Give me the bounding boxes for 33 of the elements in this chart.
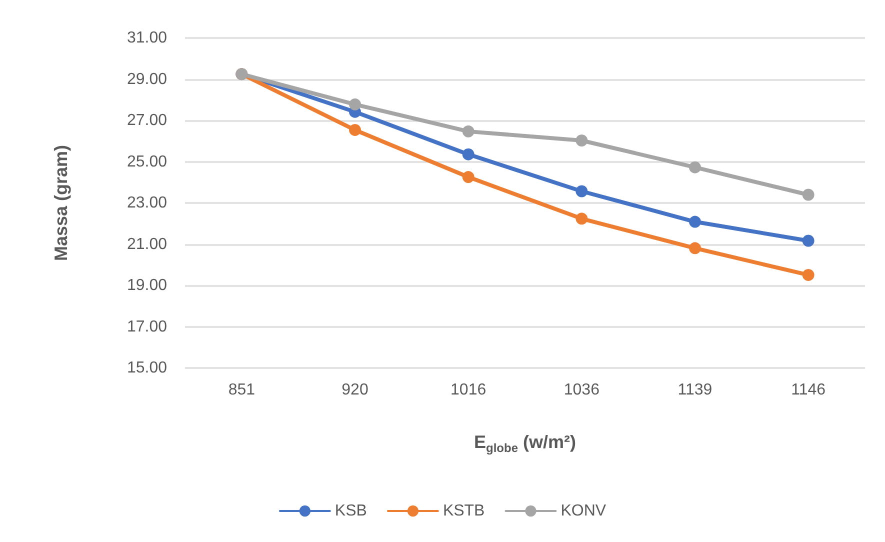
point xyxy=(349,98,361,110)
point xyxy=(349,124,361,136)
y-tick-label: 15.00 xyxy=(126,360,168,376)
point xyxy=(462,148,474,160)
legend-label: KSTB xyxy=(442,502,485,520)
legend-label: KSB xyxy=(334,502,367,520)
point xyxy=(802,188,814,201)
y-tick-label: 19.00 xyxy=(126,277,168,294)
y-tick-label: 21.00 xyxy=(126,236,168,253)
point xyxy=(689,216,701,228)
point xyxy=(802,268,814,281)
y-tick-label: 29.00 xyxy=(126,70,168,88)
x-tick-label: 1146 xyxy=(791,382,826,398)
legend-label: KONV xyxy=(560,502,606,520)
y-tick-label: 31.00 xyxy=(126,30,168,46)
y-axis-title: Massa (gram) xyxy=(51,144,71,262)
point xyxy=(462,171,474,184)
point xyxy=(576,185,588,198)
x-tick-label: 920 xyxy=(342,382,368,398)
y-tick-label: 23.00 xyxy=(126,194,168,212)
x-tick-label: 1016 xyxy=(450,382,486,398)
x-tick-label: 851 xyxy=(228,382,256,398)
x-tick-label: 1139 xyxy=(678,382,712,398)
point xyxy=(462,125,474,138)
x-tick-label: 1036 xyxy=(564,382,600,398)
point xyxy=(689,242,701,254)
y-tick-label: 27.00 xyxy=(126,112,168,129)
y-tick-label: 25.00 xyxy=(126,153,168,170)
point xyxy=(802,234,814,247)
point xyxy=(576,212,588,225)
point xyxy=(689,161,701,174)
y-tick-label: 17.00 xyxy=(126,318,168,336)
point xyxy=(576,134,588,147)
